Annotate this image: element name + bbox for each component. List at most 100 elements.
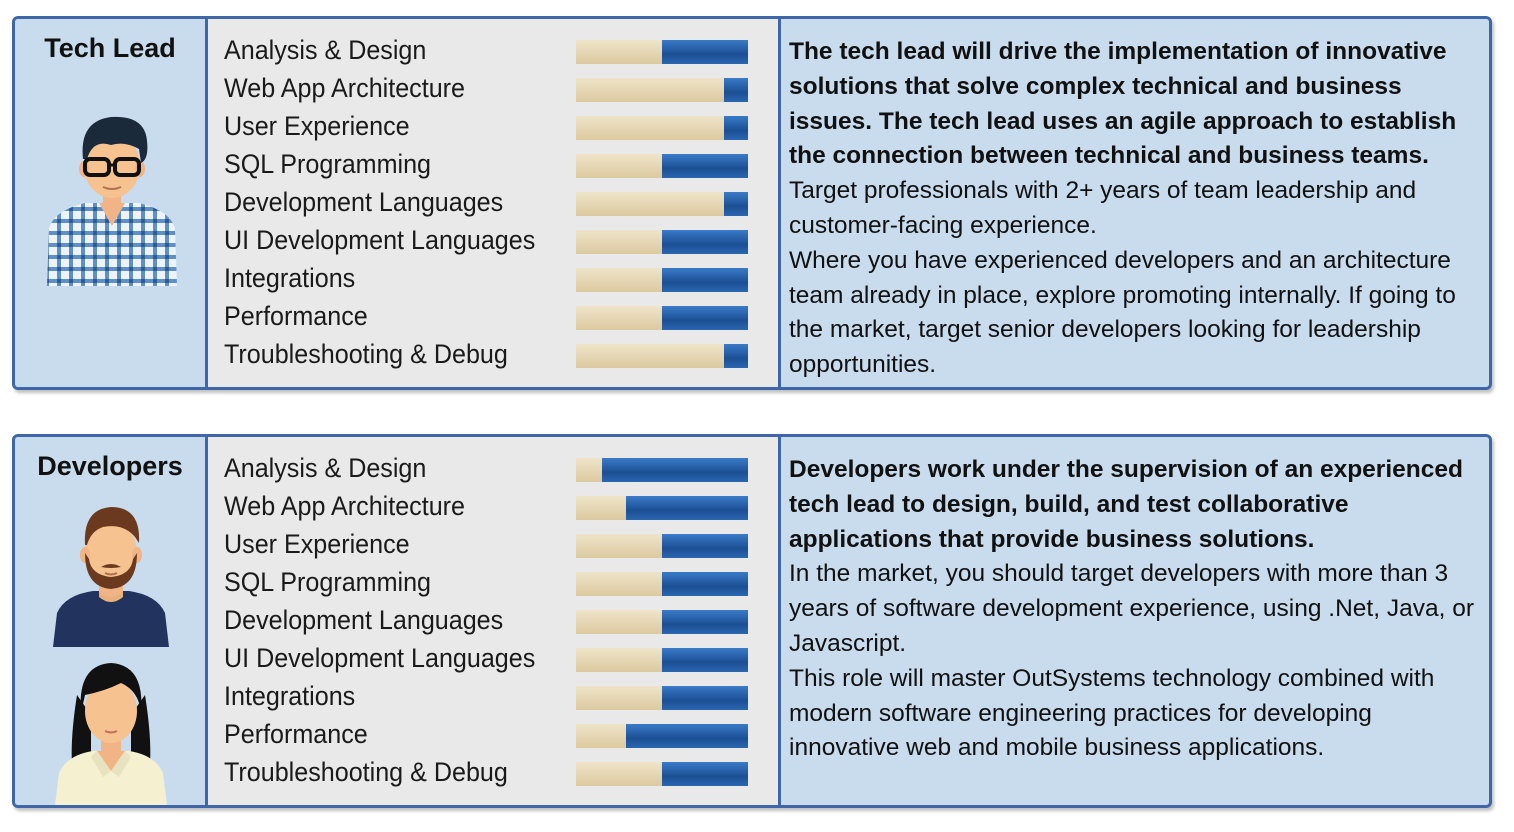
skill-level-fill	[576, 192, 724, 216]
skill-level-remainder	[662, 648, 748, 672]
skill-level-fill	[576, 610, 662, 634]
skill-label: Integrations	[224, 681, 356, 711]
skill-level-remainder	[662, 762, 748, 786]
role-paragraph: Where you have experienced developers an…	[789, 246, 1456, 379]
skill-row: Integrations	[224, 261, 764, 299]
skill-level-bar	[576, 268, 748, 292]
skill-row: Troubleshooting & Debug	[224, 337, 764, 375]
skill-level-remainder	[662, 686, 748, 710]
skill-row: User Experience	[224, 109, 764, 147]
role-paragraph: In the market, you should target develop…	[789, 560, 1474, 657]
skill-level-bar	[576, 724, 748, 748]
skill-label: UI Development Languages	[224, 643, 536, 673]
skill-level-bar	[576, 496, 748, 520]
skill-label: UI Development Languages	[224, 225, 536, 255]
skill-label: Integrations	[224, 263, 356, 293]
tech-lead-avatar-icon	[47, 116, 177, 286]
role-column: Tech Lead	[15, 19, 208, 387]
skill-level-bar	[576, 572, 748, 596]
skill-level-fill	[576, 344, 724, 368]
skill-level-remainder	[723, 78, 748, 102]
skill-row: Analysis & Design	[224, 33, 764, 71]
skill-level-bar	[576, 192, 748, 216]
skill-level-bar	[576, 154, 748, 178]
description-column: The tech lead will drive the implementat…	[781, 19, 1489, 387]
skill-level-bar	[576, 78, 748, 102]
skill-level-fill	[576, 116, 724, 140]
role-title: Tech Lead	[44, 33, 176, 63]
skill-row: Web App Architecture	[224, 71, 764, 109]
role-paragraph: Target professionals with 2+ years of te…	[789, 177, 1417, 239]
skill-level-remainder	[662, 40, 748, 64]
skill-level-remainder	[662, 610, 748, 634]
skill-level-bar	[576, 648, 748, 672]
skill-row: Development Languages	[224, 603, 764, 641]
skill-level-bar	[576, 686, 748, 710]
skill-label: Troubleshooting & Debug	[224, 339, 508, 369]
skill-level-bar	[576, 116, 748, 140]
skills-column: Analysis & Design Web App Architecture Use…	[208, 19, 781, 387]
skill-level-fill	[576, 230, 662, 254]
role-summary: Developers work under the supervision of…	[789, 456, 1463, 553]
skill-level-fill	[576, 724, 626, 748]
male-developer-avatar-icon	[53, 507, 169, 647]
skill-level-remainder	[662, 268, 748, 292]
skill-row: Performance	[224, 717, 764, 755]
skills-column: Analysis & Design Web App Architecture Use…	[208, 437, 781, 805]
skill-label: Performance	[224, 719, 368, 749]
skill-level-remainder	[662, 230, 748, 254]
skill-level-fill	[576, 306, 662, 330]
skill-level-bar	[576, 230, 748, 254]
skill-label: SQL Programming	[224, 149, 432, 179]
skill-level-fill	[576, 458, 602, 482]
role-card-developers: Developers Analysis & Design Web App	[12, 434, 1492, 808]
skill-level-remainder	[662, 572, 748, 596]
skill-level-bar	[576, 40, 748, 64]
skill-row: UI Development Languages	[224, 641, 764, 679]
skill-level-remainder	[723, 344, 748, 368]
role-paragraph: This role will master OutSystems technol…	[789, 664, 1435, 762]
role-summary: The tech lead will drive the implementat…	[789, 38, 1457, 170]
skill-label: Web App Architecture	[224, 73, 466, 103]
skill-level-remainder	[662, 534, 748, 558]
skill-level-remainder	[662, 154, 748, 178]
skill-level-fill	[576, 686, 662, 710]
skill-row: User Experience	[224, 527, 764, 565]
skill-row: Integrations	[224, 679, 764, 717]
skill-level-fill	[576, 648, 662, 672]
skill-level-fill	[576, 40, 662, 64]
skill-level-fill	[576, 268, 662, 292]
skill-row: SQL Programming	[224, 147, 764, 185]
skill-row: SQL Programming	[224, 565, 764, 603]
skill-level-fill	[576, 572, 662, 596]
skill-label: Performance	[224, 301, 368, 331]
skill-level-bar	[576, 534, 748, 558]
role-column: Developers	[15, 437, 208, 805]
skill-level-bar	[576, 344, 748, 368]
skill-level-fill	[576, 78, 724, 102]
skill-row: Web App Architecture	[224, 489, 764, 527]
skill-label: Analysis & Design	[224, 453, 427, 483]
skill-row: Analysis & Design	[224, 451, 764, 489]
skill-level-fill	[576, 496, 626, 520]
skill-label: Analysis & Design	[224, 35, 427, 65]
skill-label: User Experience	[224, 529, 410, 559]
skill-level-remainder	[723, 192, 748, 216]
skill-level-remainder	[625, 496, 748, 520]
skill-level-remainder	[625, 724, 748, 748]
skill-level-bar	[576, 306, 748, 330]
skill-row: Development Languages	[224, 185, 764, 223]
skill-label: Web App Architecture	[224, 491, 466, 521]
skill-row: Performance	[224, 299, 764, 337]
skill-level-remainder	[662, 306, 748, 330]
skill-level-bar	[576, 458, 748, 482]
description-column: Developers work under the supervision of…	[781, 437, 1489, 805]
skill-level-fill	[576, 762, 662, 786]
skill-row: UI Development Languages	[224, 223, 764, 261]
skill-level-bar	[576, 610, 748, 634]
skill-label: Development Languages	[224, 605, 504, 635]
female-developer-avatar-icon	[55, 663, 167, 805]
skill-row: Troubleshooting & Debug	[224, 755, 764, 793]
skill-level-remainder	[723, 116, 748, 140]
role-card-tech-lead: Tech Lead Analysis & Design Web A	[12, 16, 1492, 390]
